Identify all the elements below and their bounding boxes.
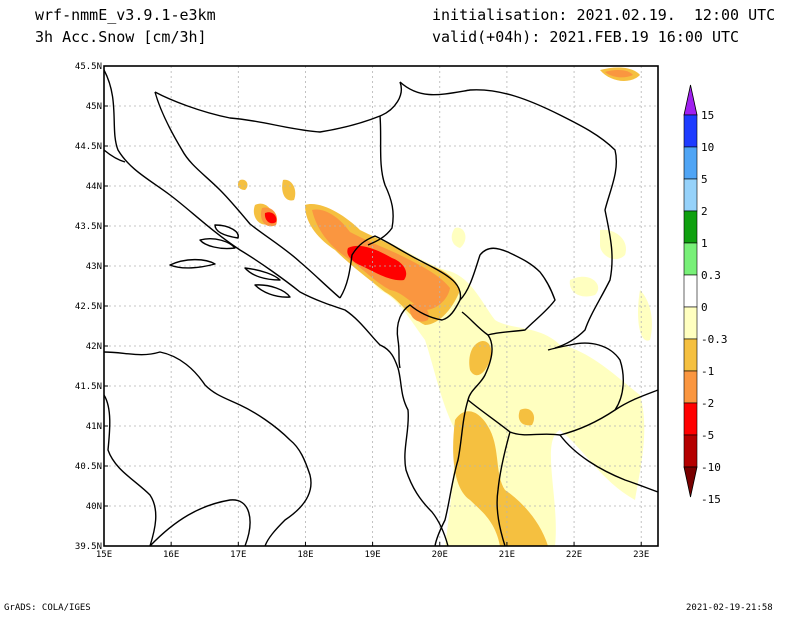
colorbar-label: -2 [701,397,714,410]
footer-credit: GrADS: COLA/IGES [4,603,91,613]
model-title: wrf-nmmE_v3.9.1-e3km [35,6,216,24]
coastlines-borders [104,69,658,546]
colorbar-label: -5 [701,429,714,442]
colorbar-label: 2 [701,205,708,218]
colorbar: 15 10 5 2 1 0.3 0 -0.3 -1 -2 -5 -10 -15 [683,84,728,506]
colorbar-segment [683,370,698,404]
footer-timestamp: 2021-02-19-21:58 [686,603,773,613]
graticule [104,66,658,546]
lat-tick-label: 45.5N [75,62,102,72]
colorbar-segment [683,306,698,340]
lon-tick-label: 18E [297,550,313,560]
lon-tick-label: 15E [96,550,112,560]
colorbar-top-arrow [683,84,698,116]
lat-tick-label: 41.5N [75,382,102,392]
lat-tick-label: 40N [86,502,102,512]
field-title: 3h Acc.Snow [cm/3h] [35,28,207,46]
colorbar-label: -15 [701,493,721,506]
lat-tick-label: 43N [86,262,102,272]
lat-tick-label: 39.5N [75,542,102,552]
valid-time: valid(+04h): 2021.FEB.19 16:00 UTC [432,28,740,46]
lat-tick-label: 40.5N [75,462,102,472]
lat-tick-label: 41N [86,422,102,432]
lat-tick-label: 44N [86,182,102,192]
colorbar-label: -0.3 [701,333,728,346]
colorbar-label: -1 [701,365,714,378]
colorbar-segment [683,434,698,468]
colorbar-label: 0 [701,301,708,314]
lon-tick-label: 20E [432,550,448,560]
init-time: initialisation: 2021.02.19. 12:00 UTC [432,6,776,24]
colorbar-segment [683,242,698,276]
lat-tick-label: 43.5N [75,222,102,232]
lon-tick-label: 21E [499,550,515,560]
colorbar-label: 15 [701,109,714,122]
lon-tick-label: 16E [163,550,179,560]
colorbar-bottom-arrow [683,466,698,498]
lat-tick-label: 45N [86,102,102,112]
colorbar-segment [683,210,698,244]
colorbar-label: 5 [701,173,708,186]
lon-tick-label: 17E [230,550,246,560]
colorbar-segment [683,114,698,148]
colorbar-segment [683,178,698,212]
colorbar-segment [683,402,698,436]
colorbar-label: 1 [701,237,708,250]
snow-shading [237,67,652,546]
lat-tick-label: 44.5N [75,142,102,152]
colorbar-label: 0.3 [701,269,721,282]
lat-tick-label: 42.5N [75,302,102,312]
lat-tick-label: 42N [86,342,102,352]
lon-tick-label: 19E [364,550,380,560]
colorbar-segment [683,274,698,308]
colorbar-segment [683,338,698,372]
colorbar-label: 10 [701,141,714,154]
lon-tick-label: 23E [633,550,649,560]
colorbar-segment [683,146,698,180]
colorbar-label: -10 [701,461,721,474]
lon-tick-label: 22E [566,550,582,560]
